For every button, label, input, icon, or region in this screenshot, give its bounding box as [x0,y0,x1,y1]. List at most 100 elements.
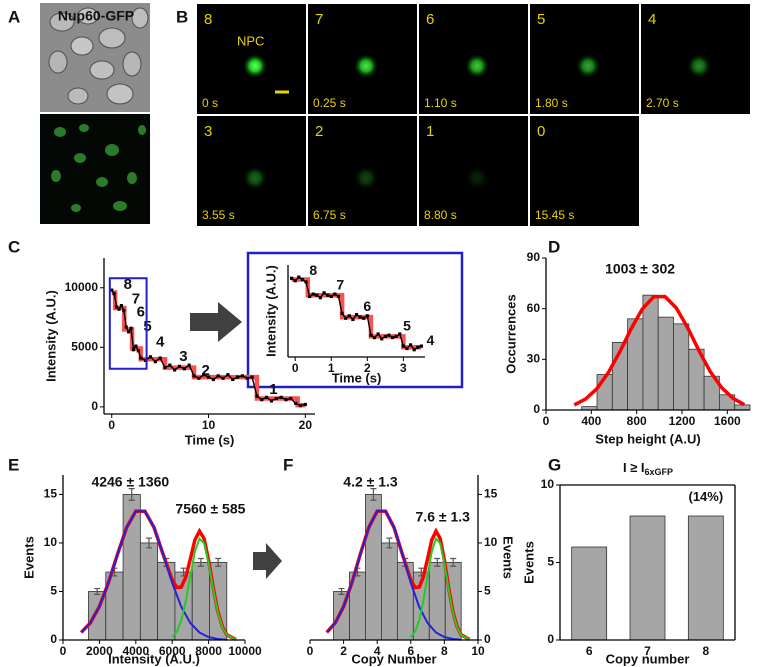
fit-curve [326,510,462,641]
title-main: I ≥ I [623,460,645,475]
npc-spot [465,54,489,78]
point-marker [294,401,298,405]
x-tick-label: 0 [108,418,115,432]
y-tick-label: 5 [484,584,491,598]
y-tick-label: 10 [44,535,58,549]
frame-annotation: NPC [237,33,264,48]
annotation: 5 [403,317,411,333]
point-marker [315,293,319,297]
point-marker [333,292,337,296]
point-marker [412,348,416,352]
point-marker [206,375,211,379]
panel-letter: B [176,7,188,26]
annotation: 4246 ± 1360 [91,473,169,489]
annotation: (14%) [688,489,723,504]
histogram-bar [396,561,414,641]
panel-letter: D [548,237,560,256]
point-marker [240,374,245,378]
panel-letter: C [8,237,20,256]
point-marker [300,277,305,282]
y-axis-label: Intensity (A.U.) [43,290,58,382]
point-marker [211,377,215,382]
x-axis-label: Copy number [606,651,690,666]
point-marker [284,398,288,402]
histogram-bar [157,561,176,641]
frame-count: 8 [204,11,212,28]
y-tick-label: 0 [547,632,554,646]
bar [629,515,666,641]
x-tick-label: 6000 [159,644,186,658]
x-tick-label: 7 [644,644,651,658]
histogram-bar [642,294,659,411]
annotation: 6 [363,298,371,314]
point-marker [265,395,269,399]
frame-time: 8.80 s [424,208,457,222]
bar [571,546,608,641]
fit-curve [573,294,746,407]
error-bar [434,557,441,567]
y-tick-label: 5000 [71,339,98,353]
point-marker [304,280,308,284]
point-marker [351,317,355,322]
annotation: 1003 ± 302 [605,261,675,277]
y-tick-label: 5 [50,584,57,598]
y-tick-label: 0 [484,632,491,646]
x-axis-label: Copy Number [351,651,436,666]
zoom-box [108,277,148,370]
image-label: Nup60-GFP [58,8,134,24]
point-marker [197,376,201,380]
annotation: 8 [124,276,132,293]
frame-count: 4 [648,11,656,28]
x-tick-label: 0 [292,361,299,375]
point-marker [354,313,359,317]
arrow [190,302,242,342]
x-tick-label: 6 [586,644,593,658]
point-marker [187,363,191,367]
point-marker [279,395,283,399]
frame-count: 7 [315,11,323,28]
npc-spot [465,166,489,190]
x-tick-label: 3 [400,361,407,375]
frame-count: 2 [315,123,323,140]
point-marker [293,279,297,283]
point-marker [290,276,294,280]
point-marker [182,367,186,371]
frame-time: 3.55 s [202,208,235,222]
point-marker [297,275,301,279]
point-marker [127,330,131,334]
y-tick-label: 0 [91,399,98,413]
error-bar [145,537,152,549]
point-marker [340,311,344,316]
annotation: 7.6 ± 1.3 [416,508,471,524]
point-marker [336,294,341,299]
inset-frame [246,251,464,389]
x-axis-label: Time (s) [185,432,235,447]
y-tick-label: 10000 [65,280,99,294]
y-axis-label: Events [21,536,36,579]
point-marker [163,365,167,370]
panel-letter: G [548,455,561,474]
frame-count: 6 [426,11,434,28]
y-axis-label: Occurrences [503,294,518,374]
x-tick-label: 2 [364,361,371,375]
npc-spot [354,166,378,190]
point-marker [390,336,395,340]
point-marker [419,344,423,348]
panel-letter: F [283,455,293,474]
annotation: 4.2 ± 1.3 [343,473,398,489]
error-bar [94,587,101,595]
x-tick-label: 4000 [122,644,149,658]
point-marker [231,377,235,382]
y-tick-label: 0 [50,632,57,646]
point-marker [274,396,278,401]
annotation: 3 [179,348,187,365]
dic-image [40,3,150,112]
x-tick-label: 2 [340,644,347,658]
point-marker [255,394,259,398]
point-marker [380,337,384,341]
y-tick-label: 30 [527,352,541,366]
fit-curve [410,536,471,641]
histogram-bar [380,542,398,641]
npc-spot [243,54,267,78]
